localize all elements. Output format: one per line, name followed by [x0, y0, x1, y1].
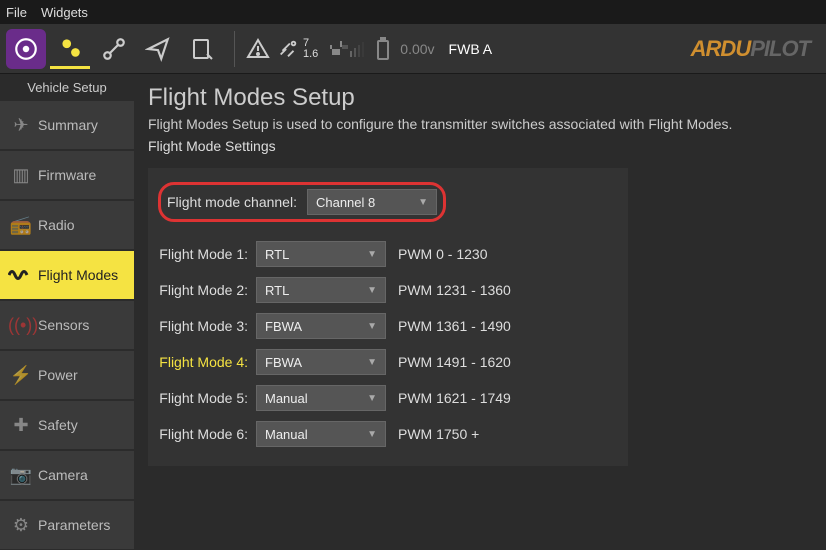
sidebar-item-label: Radio [38, 217, 75, 233]
content-area: Flight Modes Setup Flight Modes Setup is… [134, 74, 826, 550]
sidebar-item-summary[interactable]: ✈Summary [0, 101, 134, 149]
flight-mode-row: Flight Mode 4: FBWA ▼ PWM 1491 - 1620 [158, 344, 618, 380]
sidebar-item-safety[interactable]: ✚Safety [0, 401, 134, 449]
sidebar-item-camera[interactable]: 📷Camera [0, 451, 134, 499]
plane-button[interactable] [138, 29, 178, 69]
sidebar-item-label: Camera [38, 467, 88, 483]
camera-icon: 📷 [8, 465, 34, 486]
flight-mode-value: Manual [265, 391, 308, 406]
rc-signal-icon [328, 29, 368, 69]
sat-bot: 1.6 [303, 49, 318, 60]
flight-mode-dropdown[interactable]: RTL ▼ [256, 277, 386, 303]
flight-mode-label: Flight Mode 3: [158, 318, 256, 334]
chevron-down-icon: ▼ [367, 393, 377, 404]
flight-mode-value: FBWA [265, 319, 302, 334]
sidebar-item-sensors[interactable]: ((•))Sensors [0, 301, 134, 349]
chevron-down-icon: ▼ [418, 197, 428, 208]
wave-icon [8, 266, 34, 284]
pwm-range: PWM 0 - 1230 [398, 246, 487, 262]
pwm-range: PWM 1231 - 1360 [398, 282, 511, 298]
flight-mode-row: Flight Mode 2: RTL ▼ PWM 1231 - 1360 [158, 272, 618, 308]
battery-icon [372, 29, 394, 69]
flight-mode-value: FBWA [265, 355, 302, 370]
flight-mode-dropdown[interactable]: FBWA ▼ [256, 349, 386, 375]
sidebar-item-flight-modes[interactable]: Flight Modes [0, 251, 134, 299]
channel-dropdown[interactable]: Channel 8 ▼ [307, 189, 437, 215]
flight-mode-indicator: FWB A [449, 41, 493, 57]
sidebar-title: Vehicle Setup [0, 74, 134, 101]
sidebar-item-label: Power [38, 367, 78, 383]
channel-row-highlighted: Flight mode channel: Channel 8 ▼ [158, 182, 446, 222]
setup-button[interactable] [50, 29, 90, 69]
menu-bar: File Widgets [0, 0, 826, 24]
pwm-range: PWM 1621 - 1749 [398, 390, 511, 406]
page-title: Flight Modes Setup [148, 84, 812, 112]
chevron-down-icon: ▼ [367, 357, 377, 368]
battery-voltage: 0.00v [400, 41, 434, 57]
radio-icon: 📻 [8, 215, 34, 236]
chevron-down-icon: ▼ [367, 285, 377, 296]
sidebar-item-firmware[interactable]: ▥Firmware [0, 151, 134, 199]
page-subtitle: Flight Mode Settings [148, 138, 812, 154]
menu-widgets[interactable]: Widgets [41, 5, 88, 20]
flight-mode-row: Flight Mode 5: Manual ▼ PWM 1621 - 1749 [158, 380, 618, 416]
chip-icon: ▥ [8, 165, 34, 186]
medkit-icon: ✚ [8, 415, 34, 436]
flight-mode-row: Flight Mode 3: FBWA ▼ PWM 1361 - 1490 [158, 308, 618, 344]
app-logo-button[interactable] [6, 29, 46, 69]
warning-icon[interactable] [243, 29, 273, 69]
settings-panel: Flight mode channel: Channel 8 ▼ Flight … [148, 168, 628, 466]
waypoint-button[interactable] [94, 29, 134, 69]
sat-top: 7 [303, 38, 318, 49]
sidebar-item-label: Sensors [38, 317, 89, 333]
pwm-range: PWM 1750 + [398, 426, 479, 442]
sidebar-item-parameters[interactable]: ⚙Parameters [0, 501, 134, 549]
toolbar: 71.6 0.00v FWB A ARDUPILOT [0, 24, 826, 74]
channel-label: Flight mode channel: [167, 194, 297, 210]
flight-mode-label: Flight Mode 2: [158, 282, 256, 298]
menu-file[interactable]: File [6, 5, 27, 20]
brand-logo: ARDUPILOT [691, 36, 810, 62]
sidebar-item-radio[interactable]: 📻Radio [0, 201, 134, 249]
sidebar-item-label: Safety [38, 417, 78, 433]
plane-icon: ✈ [8, 115, 34, 136]
sensor-icon: ((•)) [8, 315, 34, 336]
flight-mode-row: Flight Mode 1: RTL ▼ PWM 0 - 1230 [158, 236, 618, 272]
chevron-down-icon: ▼ [367, 429, 377, 440]
pwm-range: PWM 1361 - 1490 [398, 318, 511, 334]
flight-mode-dropdown[interactable]: Manual ▼ [256, 385, 386, 411]
flight-mode-dropdown[interactable]: RTL ▼ [256, 241, 386, 267]
flight-mode-label: Flight Mode 1: [158, 246, 256, 262]
flight-mode-dropdown[interactable]: FBWA ▼ [256, 313, 386, 339]
flight-mode-value: Manual [265, 427, 308, 442]
sidebar-item-label: Flight Modes [38, 267, 118, 283]
sidebar: Vehicle Setup ✈Summary ▥Firmware 📻Radio … [0, 74, 134, 550]
sidebar-item-label: Summary [38, 117, 98, 133]
flight-mode-dropdown[interactable]: Manual ▼ [256, 421, 386, 447]
pwm-range: PWM 1491 - 1620 [398, 354, 511, 370]
channel-dropdown-value: Channel 8 [316, 195, 375, 210]
toolbar-separator [234, 31, 235, 67]
sidebar-item-label: Firmware [38, 167, 96, 183]
flight-mode-value: RTL [265, 283, 289, 298]
flight-mode-value: RTL [265, 247, 289, 262]
chevron-down-icon: ▼ [367, 249, 377, 260]
flight-mode-row: Flight Mode 6: Manual ▼ PWM 1750 + [158, 416, 618, 452]
bolt-icon: ⚡ [8, 365, 34, 386]
flight-mode-label: Flight Mode 4: [158, 354, 256, 370]
flight-mode-label: Flight Mode 5: [158, 390, 256, 406]
analyze-button[interactable] [182, 29, 222, 69]
chevron-down-icon: ▼ [367, 321, 377, 332]
sidebar-item-label: Parameters [38, 517, 110, 533]
flight-mode-label: Flight Mode 6: [158, 426, 256, 442]
sidebar-item-power[interactable]: ⚡Power [0, 351, 134, 399]
page-description: Flight Modes Setup is used to configure … [148, 116, 812, 132]
satellite-status: 71.6 [277, 38, 318, 60]
gear-icon: ⚙ [8, 515, 34, 536]
